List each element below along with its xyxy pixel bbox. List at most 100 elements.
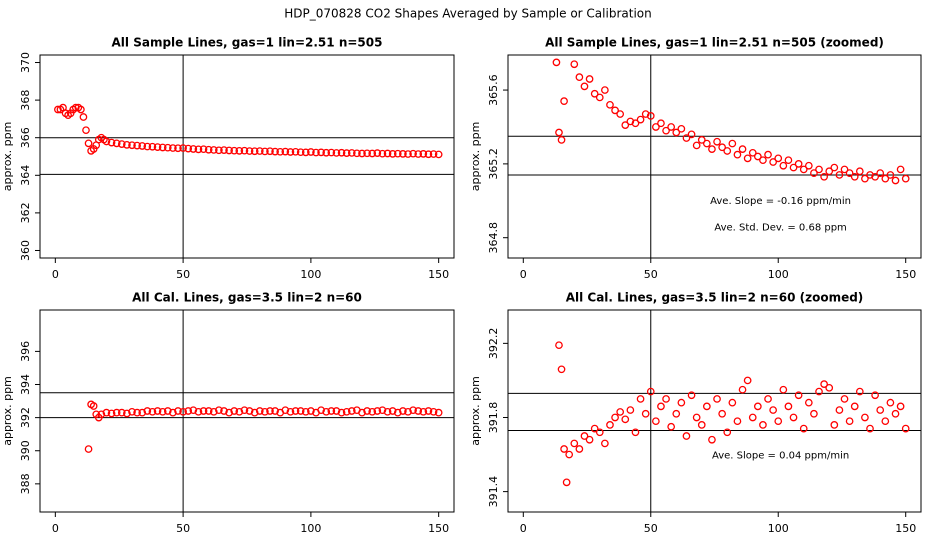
point bbox=[123, 140, 131, 149]
point bbox=[169, 144, 177, 152]
point bbox=[409, 406, 417, 415]
point bbox=[209, 146, 218, 154]
point bbox=[759, 421, 767, 429]
plot-frame bbox=[39, 54, 455, 259]
point bbox=[896, 402, 905, 411]
point bbox=[424, 150, 433, 159]
point bbox=[112, 408, 121, 417]
point bbox=[692, 413, 701, 422]
point bbox=[143, 407, 152, 415]
point bbox=[657, 119, 665, 128]
point bbox=[891, 176, 900, 185]
point bbox=[861, 413, 869, 422]
point bbox=[866, 171, 874, 179]
point bbox=[575, 445, 584, 453]
point bbox=[429, 150, 438, 158]
x-tick-label: 50 bbox=[176, 522, 190, 535]
annotation: Ave. Slope = 0.04 ppm/min bbox=[712, 450, 849, 461]
point bbox=[148, 142, 157, 151]
x-tick-label: 50 bbox=[644, 268, 658, 281]
point bbox=[388, 407, 397, 415]
point bbox=[687, 130, 696, 139]
annotation: Ave. Std. Dev. = 0.68 ppm bbox=[714, 223, 846, 234]
point bbox=[810, 409, 818, 418]
point bbox=[733, 417, 742, 426]
point bbox=[373, 149, 382, 157]
point bbox=[240, 146, 249, 155]
point bbox=[850, 402, 859, 411]
point bbox=[276, 147, 285, 156]
y-tick-label: 368 bbox=[19, 90, 32, 111]
point bbox=[565, 450, 574, 459]
point bbox=[368, 149, 377, 158]
point bbox=[718, 409, 726, 418]
point bbox=[102, 137, 111, 146]
point bbox=[611, 106, 619, 115]
point bbox=[557, 365, 566, 374]
point bbox=[337, 408, 346, 417]
y-axis-label: approx. ppm bbox=[469, 122, 482, 192]
point bbox=[102, 408, 111, 417]
x-tick-label: 0 bbox=[520, 268, 527, 281]
point bbox=[590, 89, 599, 98]
point bbox=[723, 147, 732, 155]
point bbox=[158, 407, 167, 416]
point bbox=[112, 139, 121, 148]
point bbox=[286, 148, 295, 156]
point bbox=[881, 417, 890, 426]
point bbox=[296, 407, 305, 415]
point bbox=[789, 413, 798, 422]
point bbox=[830, 421, 839, 429]
point bbox=[189, 406, 198, 415]
point bbox=[358, 408, 366, 417]
x-tick-label: 100 bbox=[768, 522, 789, 535]
point bbox=[230, 407, 239, 415]
point bbox=[240, 406, 249, 415]
point bbox=[404, 407, 412, 416]
point bbox=[301, 148, 310, 157]
y-tick-label: 365.2 bbox=[487, 148, 500, 180]
point bbox=[682, 134, 691, 142]
point bbox=[601, 439, 609, 448]
point bbox=[820, 380, 828, 388]
point bbox=[163, 143, 172, 152]
point bbox=[107, 409, 116, 418]
point bbox=[307, 148, 315, 156]
point bbox=[631, 119, 640, 128]
point bbox=[97, 410, 106, 419]
point bbox=[235, 147, 244, 155]
point bbox=[662, 395, 670, 403]
point bbox=[652, 417, 660, 426]
point bbox=[743, 154, 752, 163]
y-tick-label: 390 bbox=[19, 440, 32, 461]
point bbox=[580, 82, 589, 91]
point bbox=[738, 145, 747, 153]
point bbox=[404, 150, 412, 158]
figure-title: HDP_070828 CO2 Shapes Averaged by Sample… bbox=[284, 7, 651, 21]
panel-title: All Sample Lines, gas=1 lin=2.51 n=505 (… bbox=[545, 36, 884, 50]
point bbox=[434, 150, 443, 159]
point bbox=[312, 148, 320, 157]
point bbox=[804, 398, 813, 407]
point bbox=[764, 395, 772, 403]
point bbox=[419, 407, 428, 416]
point bbox=[733, 150, 742, 159]
x-tick-label: 0 bbox=[520, 522, 527, 535]
point bbox=[245, 407, 254, 415]
x-tick-label: 150 bbox=[895, 522, 916, 535]
point bbox=[662, 126, 670, 135]
point bbox=[606, 100, 614, 109]
point bbox=[738, 385, 747, 394]
y-tick-label: 391.8 bbox=[487, 402, 500, 434]
point bbox=[606, 421, 614, 429]
point bbox=[769, 406, 777, 414]
point bbox=[204, 145, 213, 154]
point bbox=[235, 407, 244, 416]
point bbox=[753, 402, 762, 411]
point bbox=[215, 146, 223, 155]
point bbox=[414, 150, 423, 158]
point bbox=[378, 149, 387, 158]
x-tick-label: 100 bbox=[300, 268, 321, 281]
point bbox=[271, 407, 279, 415]
